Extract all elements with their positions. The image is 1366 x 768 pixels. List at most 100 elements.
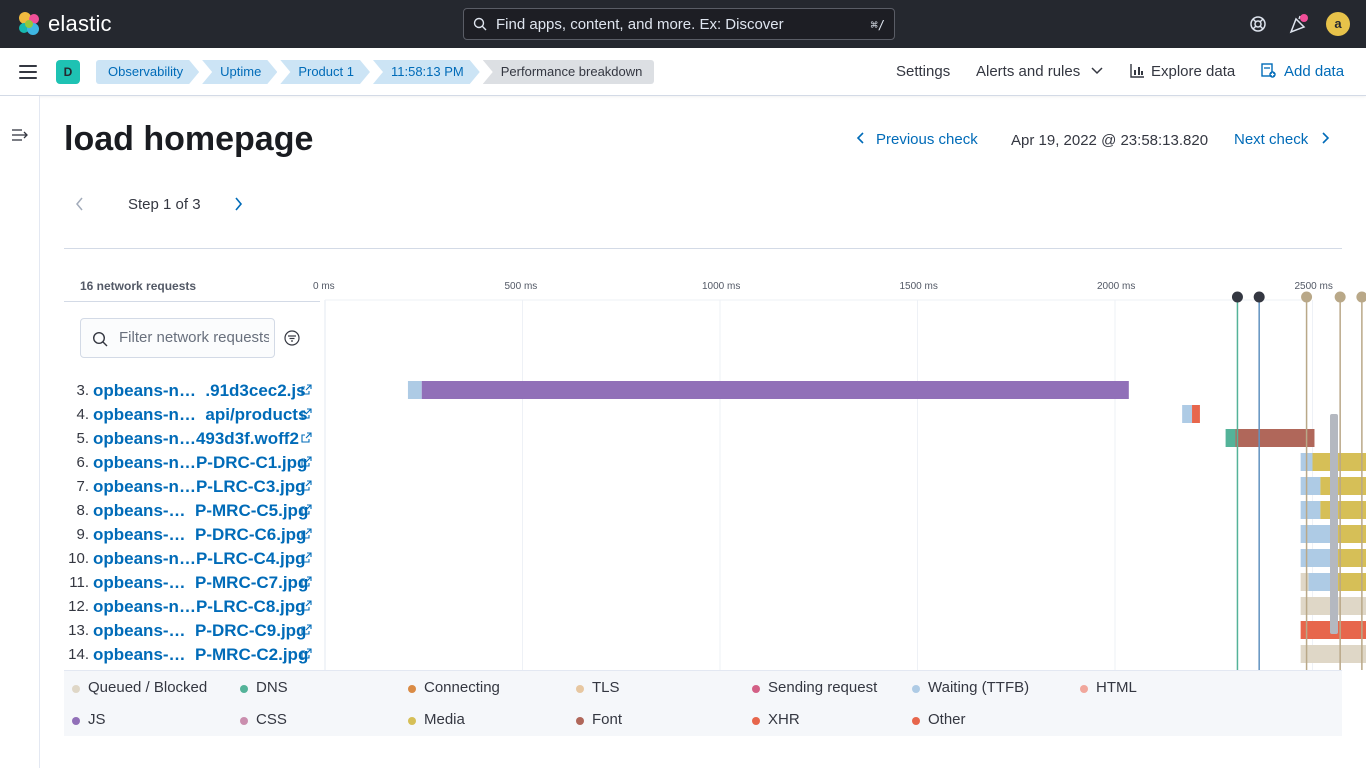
breadcrumb-observability[interactable]: Observability xyxy=(96,60,199,84)
request-row[interactable]: 14. opbeans-… P-MRC-C2.jpg xyxy=(64,643,320,667)
legend-label: Waiting (TTFB) xyxy=(928,679,1030,696)
request-row[interactable]: 6. opbeans-n…P-DRC-C1.jpg xyxy=(64,451,320,475)
next-step-icon[interactable] xyxy=(231,196,245,212)
request-row[interactable]: 4. opbeans-n… api/products xyxy=(64,403,320,427)
previous-check-button[interactable]: Previous check xyxy=(856,131,978,148)
request-number: 10. xyxy=(68,550,89,567)
search-shortcut: ⌘/ xyxy=(870,18,885,32)
filter-requests-field[interactable] xyxy=(80,318,275,358)
next-check-button[interactable]: Next check xyxy=(1234,131,1330,148)
timing-bar-xhr xyxy=(1192,405,1200,423)
news-feed-icon[interactable] xyxy=(1288,13,1310,35)
expand-nav-icon[interactable] xyxy=(11,128,29,142)
request-row[interactable] xyxy=(64,368,320,373)
request-url-link[interactable]: opbeans-n… .91d3cec2.js xyxy=(93,381,306,400)
x-tick-label: 500 ms xyxy=(505,281,538,292)
request-url-link[interactable]: opbeans-n…P-DRC-C1.jpg xyxy=(93,453,308,472)
request-url-link[interactable]: opbeans-n…P-LRC-C4.jpg xyxy=(93,549,306,568)
x-tick-label: 0 ms xyxy=(313,281,335,292)
legend-label: XHR xyxy=(768,711,800,728)
check-timestamp: Apr 19, 2022 @ 23:58:13.820 xyxy=(1011,132,1209,149)
user-avatar[interactable]: a xyxy=(1326,12,1350,36)
external-link-icon[interactable] xyxy=(301,528,312,539)
request-row[interactable]: 9. opbeans-… P-DRC-C6.jpg xyxy=(64,523,320,547)
previous-check-label: Previous check xyxy=(876,131,978,148)
request-number: 14. xyxy=(68,646,89,663)
external-link-icon[interactable] xyxy=(301,432,312,443)
legend-swatch xyxy=(576,685,584,693)
add-data-label: Add data xyxy=(1284,63,1345,80)
breadcrumb-uptime[interactable]: Uptime xyxy=(202,60,277,84)
explore-data-link[interactable]: Explore data xyxy=(1130,63,1235,80)
filter-options-icon[interactable] xyxy=(284,330,300,346)
page-title: load homepage xyxy=(64,120,314,158)
request-url-link[interactable]: opbeans-… P-MRC-C5.jpg xyxy=(93,501,309,520)
external-link-icon[interactable] xyxy=(301,576,312,587)
timing-bar-wait xyxy=(407,381,422,399)
request-row[interactable]: 12. opbeans-n…P-LRC-C8.jpg xyxy=(64,595,320,619)
external-link-icon[interactable] xyxy=(301,600,312,611)
external-link-icon[interactable] xyxy=(301,408,312,419)
request-row[interactable]: 10. opbeans-n…P-LRC-C4.jpg xyxy=(64,547,320,571)
top-header: elastic Find apps, content, and more. Ex… xyxy=(0,0,1366,48)
external-link-icon[interactable] xyxy=(301,624,312,635)
breadcrumb-monitor[interactable]: Product 1 xyxy=(280,60,370,84)
request-row[interactable]: 11. opbeans-… P-MRC-C7.jpg xyxy=(64,571,320,595)
event-marker-dot xyxy=(1231,291,1243,303)
legend-swatch xyxy=(912,717,920,725)
legend-label: DNS xyxy=(256,679,288,696)
previous-step-icon[interactable] xyxy=(73,196,87,212)
legend-swatch xyxy=(240,685,248,693)
legend-swatch xyxy=(752,717,760,725)
filter-requests-input[interactable] xyxy=(119,329,269,346)
legend-label: Media xyxy=(424,711,465,728)
external-link-icon[interactable] xyxy=(301,456,312,467)
timing-bar-wait xyxy=(1182,405,1193,423)
network-request-list: 3. opbeans-n… .91d3cec2.js 4. opbeans-n… ap… xyxy=(64,368,320,670)
request-number: 5. xyxy=(76,430,89,447)
global-search-bar[interactable]: Find apps, content, and more. Ex: Discov… xyxy=(463,8,895,40)
external-link-icon[interactable] xyxy=(301,504,312,515)
request-number: 7. xyxy=(76,478,89,495)
breadcrumb: Observability Uptime Product 1 11:58:13 … xyxy=(96,60,657,84)
request-row[interactable]: 3. opbeans-n… .91d3cec2.js xyxy=(64,379,320,403)
request-url-link[interactable]: opbeans-n…P-LRC-C8.jpg xyxy=(93,597,306,616)
alerts-rules-menu[interactable]: Alerts and rules xyxy=(976,63,1104,80)
external-link-icon[interactable] xyxy=(301,384,312,395)
brand-name[interactable]: elastic xyxy=(48,11,112,36)
hamburger-menu-icon[interactable] xyxy=(19,65,37,79)
x-tick-label: 1000 ms xyxy=(702,281,740,292)
request-number: 9. xyxy=(76,526,89,543)
settings-link[interactable]: Settings xyxy=(896,63,951,80)
space-avatar[interactable]: D xyxy=(56,60,80,84)
x-tick-label: 2000 ms xyxy=(1097,281,1135,292)
elastic-logo-icon[interactable] xyxy=(16,11,42,37)
external-link-icon[interactable] xyxy=(301,552,312,563)
breadcrumb-check-time[interactable]: 11:58:13 PM xyxy=(373,60,480,84)
chevron-right-icon xyxy=(1322,132,1330,144)
request-row[interactable]: 8. opbeans-… P-MRC-C5.jpg xyxy=(64,499,320,523)
alerts-rules-label: Alerts and rules xyxy=(976,63,1081,80)
request-row[interactable]: 5. opbeans-n…493d3f.woff2 xyxy=(64,427,320,451)
request-url-link[interactable]: opbeans-… P-MRC-C2.jpg xyxy=(93,645,309,664)
request-url-link[interactable]: opbeans-n…493d3f.woff2 xyxy=(93,429,299,448)
add-data-link[interactable]: Add data xyxy=(1261,63,1344,80)
request-url-link[interactable]: opbeans-n… api/products xyxy=(93,405,308,424)
request-url-link[interactable]: opbeans-… P-DRC-C9.jpg xyxy=(93,621,307,640)
request-number: 6. xyxy=(76,454,89,471)
waterfall-scrollbar[interactable] xyxy=(1330,414,1338,634)
request-row[interactable]: 7. opbeans-n…P-LRC-C3.jpg xyxy=(64,475,320,499)
header-divider xyxy=(64,248,1342,249)
help-icon[interactable] xyxy=(1247,13,1269,35)
external-link-icon[interactable] xyxy=(301,648,312,659)
legend-label: TLS xyxy=(592,679,620,696)
external-link-icon[interactable] xyxy=(301,480,312,491)
legend-swatch xyxy=(912,685,920,693)
timing-bar-media xyxy=(1320,477,1366,495)
request-url-link[interactable]: opbeans-… P-DRC-C6.jpg xyxy=(93,525,307,544)
request-url-link[interactable]: opbeans-n…P-LRC-C3.jpg xyxy=(93,477,306,496)
request-url-link[interactable]: opbeans-… P-MRC-C7.jpg xyxy=(93,573,309,592)
request-row[interactable]: 13. opbeans-… P-DRC-C9.jpg xyxy=(64,619,320,643)
timing-bar-wait xyxy=(1300,453,1313,471)
timing-bar-media xyxy=(1336,573,1366,591)
